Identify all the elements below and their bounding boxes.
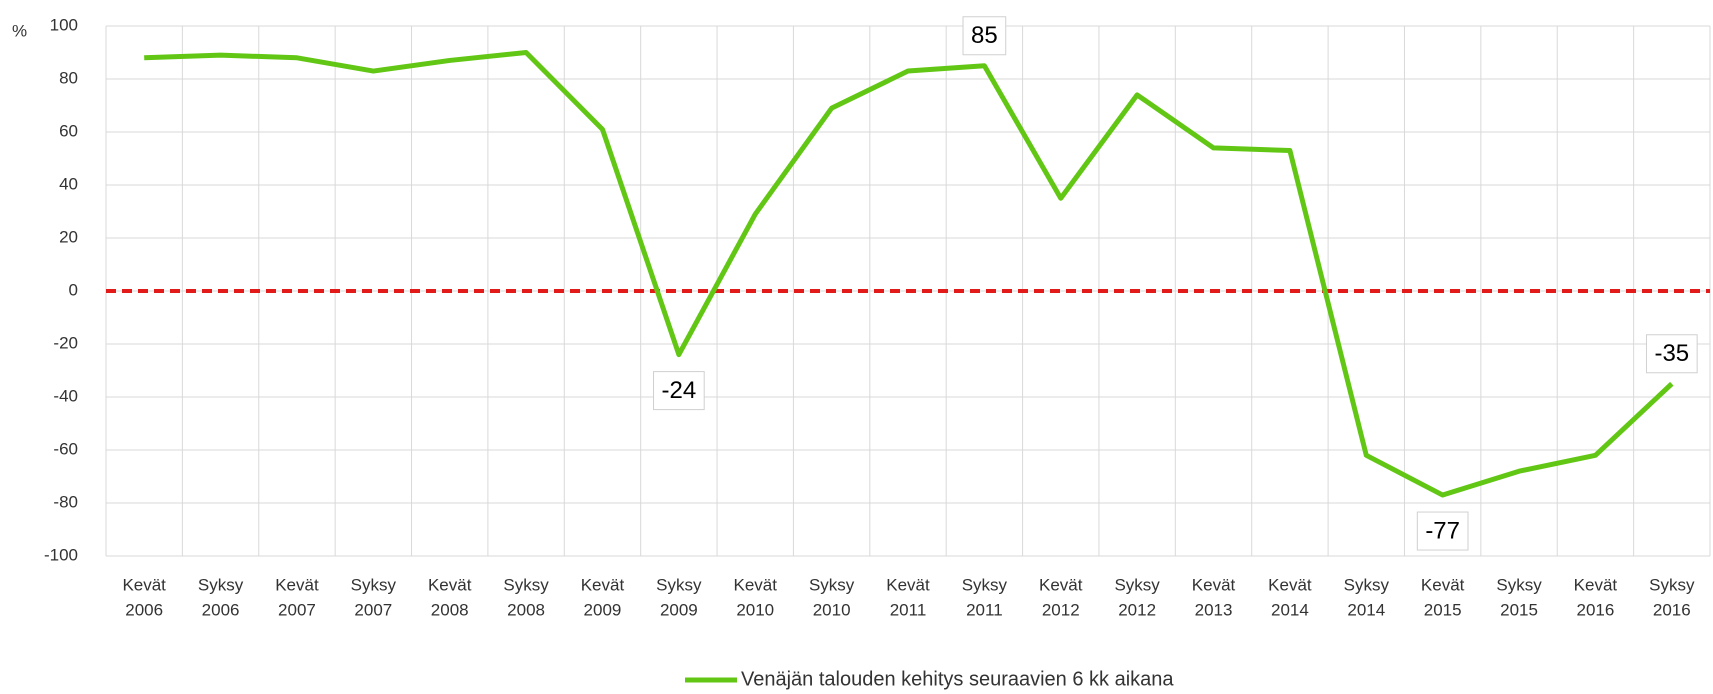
x-tick-label: 2010 — [813, 600, 851, 619]
y-tick-label: -20 — [53, 333, 78, 352]
x-tick-label: 2010 — [736, 600, 774, 619]
x-tick-label: Syksy — [1649, 575, 1695, 594]
y-tick-label: -40 — [53, 386, 78, 405]
x-tick-label: 2006 — [125, 600, 163, 619]
y-tick-label: -60 — [53, 439, 78, 458]
x-tick-label: Syksy — [962, 575, 1008, 594]
y-tick-label: 0 — [69, 280, 78, 299]
x-tick-label: Kevät — [1192, 575, 1236, 594]
x-tick-label: Syksy — [1496, 575, 1542, 594]
y-tick-label: -80 — [53, 492, 78, 511]
y-tick-label: 20 — [59, 227, 78, 246]
y-tick-label: -100 — [44, 545, 78, 564]
data-label-group: -77 — [1416, 511, 1469, 551]
legend-label: Venäjän talouden kehitys seuraavien 6 kk… — [741, 668, 1174, 690]
data-label-group: -35 — [1645, 334, 1698, 374]
x-tick-label: 2009 — [584, 600, 622, 619]
data-label: -35 — [1654, 340, 1689, 367]
x-tick-label: Syksy — [1344, 575, 1390, 594]
x-tick-label: Kevät — [1268, 575, 1312, 594]
x-tick-label: Syksy — [656, 575, 702, 594]
x-tick-label: Kevät — [1574, 575, 1618, 594]
data-label: -77 — [1425, 517, 1460, 544]
data-label-group: -24 — [653, 371, 705, 411]
x-tick-label: Syksy — [1114, 575, 1160, 594]
x-tick-label: 2007 — [278, 600, 316, 619]
x-tick-label: 2014 — [1347, 600, 1385, 619]
y-tick-label: 80 — [59, 68, 78, 87]
x-tick-label: 2016 — [1653, 600, 1691, 619]
y-tick-label: 100 — [50, 15, 78, 34]
x-tick-label: 2012 — [1042, 600, 1080, 619]
y-tick-label: 60 — [59, 121, 78, 140]
x-tick-label: 2015 — [1424, 600, 1462, 619]
x-tick-label: Kevät — [1039, 575, 1083, 594]
series-line — [144, 50, 1674, 498]
x-tick-label: 2008 — [507, 600, 545, 619]
x-tick-label: 2011 — [966, 600, 1003, 619]
x-tick-label: Kevät — [122, 575, 166, 594]
x-tick-label: Kevät — [886, 575, 930, 594]
y-axis-label: % — [12, 21, 27, 40]
x-tick-label: 2009 — [660, 600, 698, 619]
data-label-group: 85 — [962, 16, 1007, 56]
data-label: 85 — [971, 22, 998, 49]
x-tick-label: 2015 — [1500, 600, 1538, 619]
x-tick-label: 2013 — [1195, 600, 1233, 619]
data-label-box — [1416, 511, 1469, 551]
data-label-box — [962, 16, 1007, 56]
x-tick-label: 2016 — [1577, 600, 1615, 619]
x-tick-label: 2006 — [202, 600, 240, 619]
x-tick-label: Syksy — [351, 575, 397, 594]
x-tick-label: Syksy — [809, 575, 855, 594]
legend: Venäjän talouden kehitys seuraavien 6 kk… — [685, 668, 1174, 690]
y-tick-label: 40 — [59, 174, 78, 193]
data-label: -24 — [662, 377, 697, 404]
x-tick-label: Kevät — [733, 575, 777, 594]
x-tick-label: Syksy — [503, 575, 549, 594]
x-tick-label: Kevät — [275, 575, 319, 594]
x-tick-label: 2008 — [431, 600, 469, 619]
data-label-box — [1645, 334, 1698, 374]
x-tick-label: Kevät — [1421, 575, 1465, 594]
x-tick-label: 2007 — [354, 600, 392, 619]
x-tick-label: Kevät — [428, 575, 472, 594]
data-label-box — [653, 371, 705, 411]
x-tick-label: Syksy — [198, 575, 244, 594]
x-tick-label: 2014 — [1271, 600, 1309, 619]
x-tick-label: 2012 — [1118, 600, 1156, 619]
x-tick-label: Kevät — [581, 575, 625, 594]
x-tick-label: 2011 — [890, 600, 927, 619]
